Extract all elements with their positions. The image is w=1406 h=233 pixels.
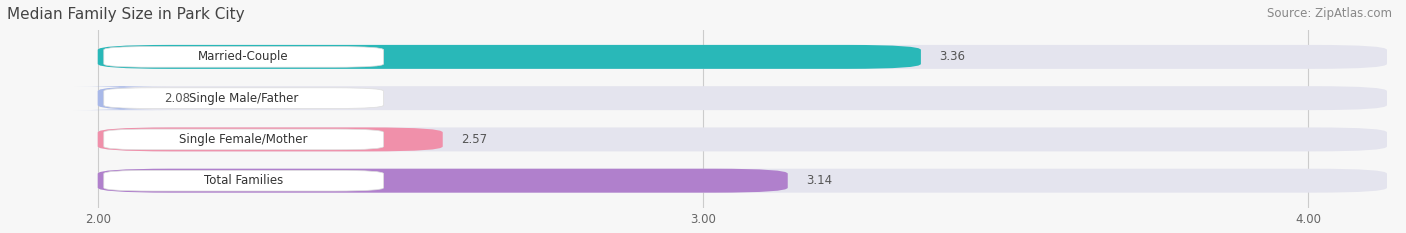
FancyBboxPatch shape [98,127,1386,151]
FancyBboxPatch shape [104,88,384,108]
FancyBboxPatch shape [98,45,921,69]
Text: 3.36: 3.36 [939,50,965,63]
Text: Single Female/Mother: Single Female/Mother [180,133,308,146]
FancyBboxPatch shape [98,169,1386,193]
Text: Single Male/Father: Single Male/Father [188,92,298,105]
Text: Married-Couple: Married-Couple [198,50,290,63]
Text: Total Families: Total Families [204,174,283,187]
FancyBboxPatch shape [104,170,384,191]
FancyBboxPatch shape [73,86,170,110]
FancyBboxPatch shape [98,169,787,193]
Text: 2.57: 2.57 [461,133,486,146]
FancyBboxPatch shape [98,45,1386,69]
FancyBboxPatch shape [104,129,384,150]
FancyBboxPatch shape [98,127,443,151]
FancyBboxPatch shape [98,86,1386,110]
FancyBboxPatch shape [104,47,384,67]
Text: 3.14: 3.14 [806,174,832,187]
Text: Median Family Size in Park City: Median Family Size in Park City [7,7,245,22]
Text: Source: ZipAtlas.com: Source: ZipAtlas.com [1267,7,1392,20]
Text: 2.08: 2.08 [165,92,190,105]
